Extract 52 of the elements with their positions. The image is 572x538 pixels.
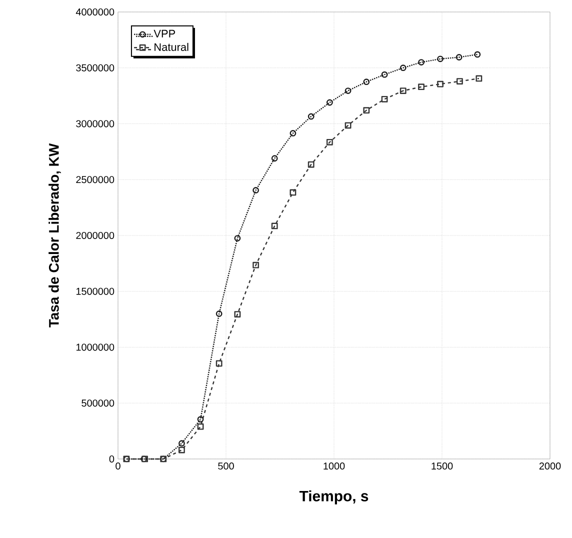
- point: [363, 78, 370, 86]
- point: [400, 88, 406, 94]
- x-axis-title: Tiempo, s: [299, 490, 368, 504]
- point: [326, 138, 333, 146]
- legend-label: Natural: [154, 42, 188, 51]
- y-tick-label: 2500000: [76, 176, 114, 184]
- point: [437, 56, 444, 62]
- point: [178, 440, 185, 447]
- x-tick-label: 500: [218, 462, 234, 470]
- point: [418, 84, 424, 90]
- point: [290, 189, 296, 196]
- x-tick-label: 2000: [539, 462, 561, 470]
- point: [290, 130, 296, 136]
- y-tick-label: 4000000: [76, 8, 114, 16]
- point: [271, 155, 278, 162]
- point: [271, 222, 278, 230]
- point: [456, 78, 463, 84]
- point: [363, 107, 370, 114]
- point: [400, 64, 406, 72]
- x-tick-label: 0: [116, 462, 120, 470]
- point: [308, 161, 314, 168]
- point: [197, 423, 204, 430]
- point: [344, 122, 352, 129]
- x-tick-label: 1000: [324, 462, 345, 470]
- point: [197, 416, 204, 423]
- point: [178, 446, 185, 454]
- y-axis-title: Tasa de Calor Liberado, KW: [48, 143, 61, 328]
- y-tick-label: 2000000: [76, 232, 114, 240]
- point: [234, 235, 241, 242]
- y-tick-label: 3500000: [76, 64, 114, 72]
- y-tick-label: 1000000: [76, 344, 114, 351]
- x-tick-label: 1500: [432, 462, 453, 470]
- y-tick-label: 1500000: [76, 288, 114, 295]
- point: [308, 113, 314, 120]
- point: [216, 310, 222, 317]
- point: [381, 71, 388, 78]
- y-tick-label: 0: [109, 455, 114, 463]
- y-tick-label: 500000: [82, 400, 114, 407]
- point: [344, 88, 352, 94]
- point: [234, 311, 241, 318]
- point: [381, 96, 388, 102]
- point: [252, 262, 260, 268]
- point: [252, 187, 260, 194]
- point: [474, 51, 481, 58]
- point: [216, 360, 222, 367]
- y-tick-label: 3000000: [76, 120, 114, 128]
- legend-label: VPP: [154, 30, 176, 38]
- point: [326, 99, 333, 106]
- point: [456, 54, 462, 60]
- point: [476, 75, 482, 82]
- point: [418, 59, 424, 66]
- point: [437, 80, 444, 88]
